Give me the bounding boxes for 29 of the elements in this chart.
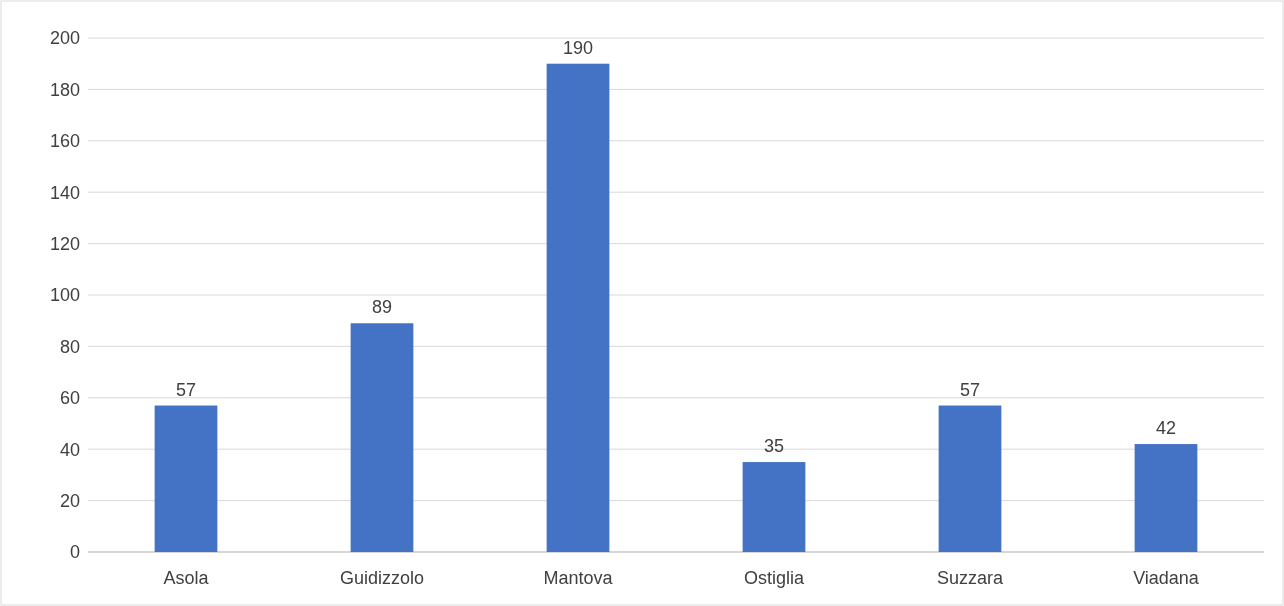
y-tick-label: 20: [59, 490, 80, 511]
data-label: 89: [371, 297, 393, 318]
x-tick-label: Ostiglia: [743, 568, 805, 588]
bar: [546, 63, 610, 552]
y-tick-label: 0: [69, 542, 80, 563]
y-tick-label: 40: [59, 439, 80, 460]
x-tick-label: Mantova: [543, 568, 614, 588]
bar: [1134, 444, 1198, 552]
y-tick-label: 120: [49, 233, 80, 254]
y-tick-label: 100: [49, 285, 80, 306]
data-label: 35: [763, 436, 785, 457]
bar: [154, 405, 218, 552]
data-label: 57: [959, 379, 981, 400]
data-label: 57: [175, 379, 197, 400]
bar: [350, 323, 414, 552]
x-tick-label: Guidizzolo: [339, 568, 425, 588]
y-tick-label: 60: [59, 388, 80, 409]
data-label: 42: [1155, 418, 1177, 439]
bar: [742, 462, 806, 552]
y-tick-label: 180: [49, 79, 80, 100]
bar: [938, 405, 1002, 552]
y-tick-label: 160: [49, 131, 80, 152]
x-tick-label: Asola: [163, 568, 210, 588]
y-tick-label: 200: [49, 28, 80, 49]
x-tick-label: Viadana: [1133, 568, 1200, 588]
data-label: 190: [562, 37, 594, 58]
y-tick-label: 80: [59, 336, 80, 357]
x-tick-label: Suzzara: [936, 568, 1004, 588]
y-tick-label: 140: [49, 182, 80, 203]
